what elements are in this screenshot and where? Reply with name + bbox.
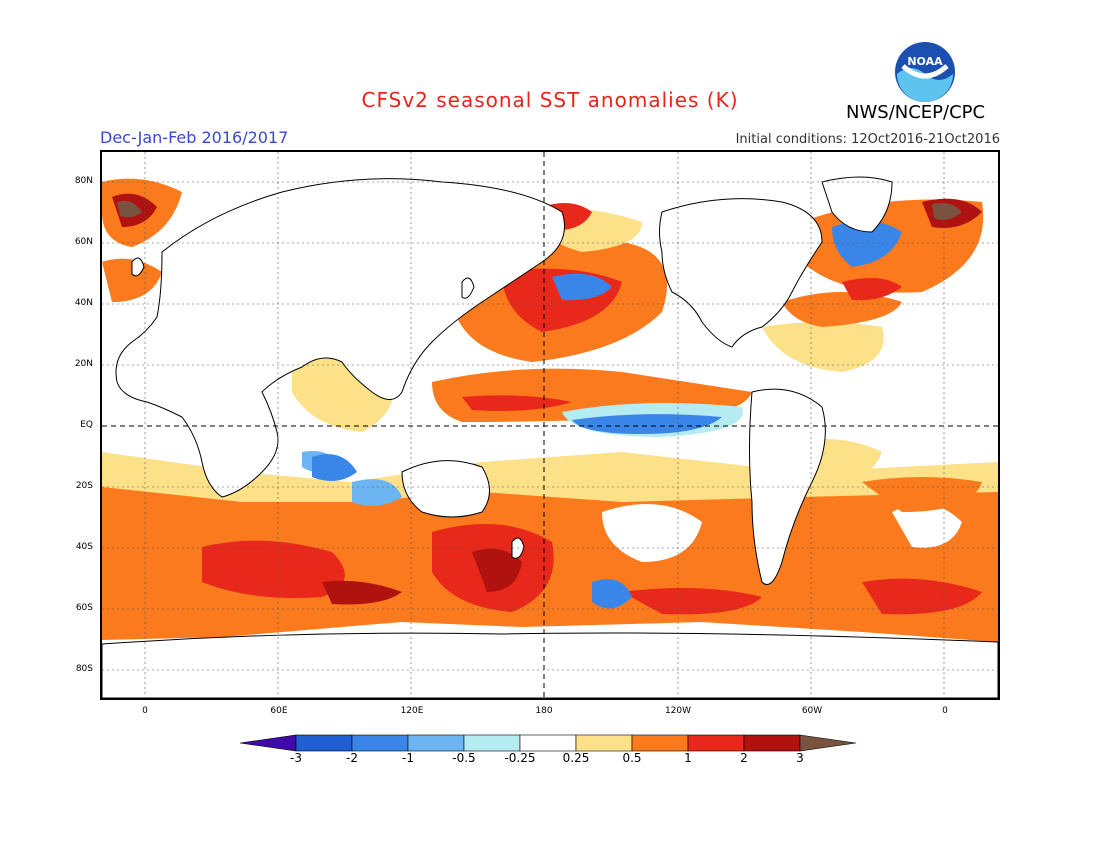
sst-anomaly-map [100,150,1000,700]
lat-label-60n: 60N [74,237,93,247]
lon-label-120w: 120W [664,706,692,716]
gridlines [102,152,998,698]
colorbar-tick-label: -2 [346,751,358,765]
lon-label-0-west: 0 [142,706,148,716]
agency-label: NWS/NCEP/CPC [846,102,986,123]
colorbar-box [463,734,521,752]
lat-label-60s: 60S [75,603,93,613]
colorbar-box [295,734,353,752]
lat-label-80n: 80N [74,176,93,186]
colorbar-box [519,734,577,752]
colorbar-tick-label: 3 [796,751,804,765]
lon-label-60w: 60W [801,706,823,716]
map-title: CFSv2 seasonal SST anomalies (K) [361,88,739,112]
lat-label-40s: 40S [75,542,93,552]
colorbar-box [351,734,409,752]
colorbar-tick-label: -0.5 [452,751,476,765]
season-label: Dec-Jan-Feb 2016/2017 [100,128,289,147]
lon-label-0-east: 0 [942,706,948,716]
lat-label-80s: 80S [75,664,93,674]
colorbar-tick-label: 1 [684,751,692,765]
lat-label-eq: EQ [80,420,93,430]
noaa-logo-icon: NOAA [895,42,955,102]
colorbar [240,734,857,752]
colorbar-tick-label: 0.25 [562,751,590,765]
noaa-logo-text: NOAA [907,55,943,68]
colorbar-box [743,734,801,752]
colorbar-tick-label: 2 [740,751,748,765]
lat-label-20s: 20S [75,481,93,491]
colorbar-box [407,734,465,752]
map-canvas [102,152,998,698]
colorbar-tick-label: -0.25 [504,751,536,765]
lon-label-120e: 120E [400,706,424,716]
colorbar-box [687,734,745,752]
colorbar-tick-label: -3 [290,751,302,765]
lon-label-60e: 60E [270,706,288,716]
colorbar-under-triangle [240,734,297,752]
colorbar-box [631,734,689,752]
colorbar-tick-label: 0.5 [622,751,642,765]
lon-label-180: 180 [535,706,553,716]
colorbar-over-triangle [799,734,857,752]
colorbar-box [575,734,633,752]
lat-label-20n: 20N [74,359,93,369]
lat-label-40n: 40N [74,298,93,308]
initial-conditions-label: Initial conditions: 12Oct2016-21Oct2016 [735,132,1000,147]
colorbar-tick-label: -1 [402,751,414,765]
land-masses [102,176,998,698]
